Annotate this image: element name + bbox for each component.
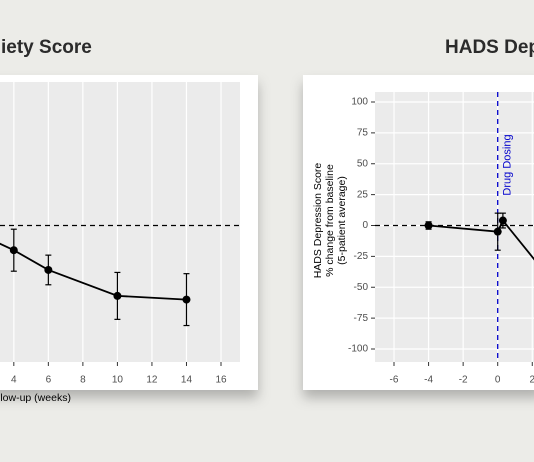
plot-area <box>0 82 240 362</box>
y-tick-label: 50 <box>357 158 369 169</box>
data-point <box>113 291 122 300</box>
x-tick-label: 6 <box>46 375 52 386</box>
y-tick-label: 75 <box>357 128 369 139</box>
x-tick-label: 14 <box>181 375 193 386</box>
x-tick-label: 16 <box>215 375 227 386</box>
chart-right: 100 75 50 25 0 -25 -50 -75 -100 -6 -4 -2 0 2 HADS Depr… <box>312 92 534 386</box>
y-tick-label: 25 <box>357 189 369 200</box>
y-tick-label: 100 <box>351 97 368 108</box>
y-tick-label: -100 <box>348 344 368 355</box>
x-tick-label: -6 <box>390 375 399 386</box>
marker-label: Drug Dosing <box>502 134 514 195</box>
y-axis-label: % change from baseline <box>324 164 336 277</box>
data-point <box>493 227 502 236</box>
data-point <box>182 295 191 304</box>
y-tick-label: -25 <box>354 251 369 262</box>
chart-title: HADS Dep <box>445 37 534 58</box>
y-tick-label: 0 <box>362 220 368 231</box>
x-axis-label: llow-up (weeks) <box>0 392 71 404</box>
data-line <box>428 218 534 261</box>
x-tick-label: 0 <box>495 375 501 386</box>
data-point <box>44 265 53 274</box>
x-tick-label: 8 <box>80 375 86 386</box>
x-tick-label: 10 <box>112 375 124 386</box>
y-axis-label: HADS Depression Score <box>312 163 324 279</box>
x-tick-label: -4 <box>424 375 433 386</box>
y-tick-label: -50 <box>354 282 369 293</box>
plot-clip <box>375 92 534 362</box>
data-point <box>9 246 18 255</box>
x-tick-label: -2 <box>459 375 468 386</box>
data-point <box>498 216 507 225</box>
x-tick-label: 4 <box>11 375 17 386</box>
y-tick-label: -75 <box>354 313 369 324</box>
x-tick-label: 12 <box>146 375 158 386</box>
chart-title: iety Score <box>1 37 92 58</box>
chart-left: 4 6 8 10 12 14 16 llow-up (weeks) <box>0 82 240 404</box>
data-point <box>424 221 433 230</box>
y-axis-label: (5-patient average) <box>336 176 348 265</box>
plot-clip <box>0 82 240 362</box>
x-tick-label: 2 <box>529 375 534 386</box>
